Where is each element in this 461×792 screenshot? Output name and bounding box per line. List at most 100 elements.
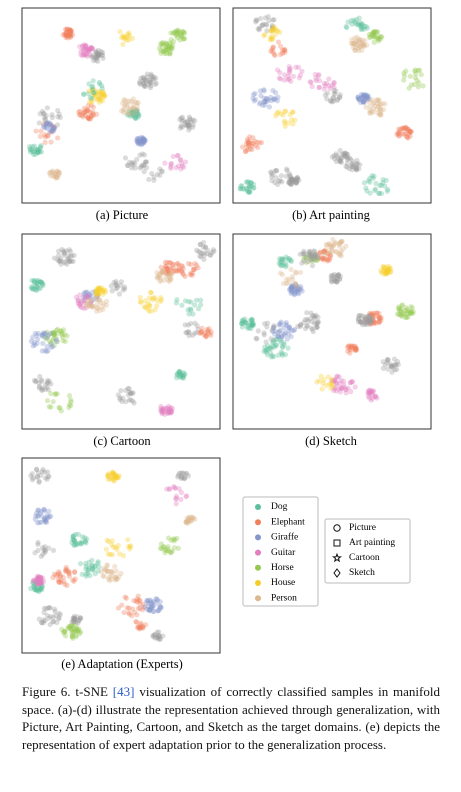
point [353, 161, 360, 167]
point [271, 27, 278, 33]
point [361, 26, 367, 32]
point [169, 44, 175, 50]
point [296, 75, 302, 81]
point [130, 162, 136, 168]
point [49, 112, 55, 118]
point [192, 266, 198, 272]
point [265, 320, 271, 326]
point [376, 318, 382, 325]
point [79, 534, 86, 540]
point [245, 140, 251, 146]
point [60, 338, 66, 344]
point [77, 301, 83, 307]
point [123, 399, 129, 405]
point [128, 165, 135, 171]
point [338, 248, 344, 254]
point [388, 266, 394, 272]
point [368, 397, 374, 403]
point [343, 386, 349, 393]
point [357, 43, 363, 50]
point [274, 28, 281, 34]
point [262, 98, 268, 104]
point [47, 338, 53, 345]
point [51, 173, 57, 179]
point [336, 380, 343, 386]
point [184, 470, 190, 477]
point [184, 519, 190, 526]
point [278, 262, 284, 268]
point [197, 253, 203, 259]
point [184, 330, 190, 336]
point [124, 103, 130, 109]
point [308, 325, 315, 331]
point [412, 75, 419, 81]
point [269, 353, 276, 359]
point [279, 352, 285, 358]
point [38, 577, 44, 583]
point [327, 381, 333, 387]
point [242, 319, 248, 325]
point [337, 158, 343, 164]
point [248, 180, 254, 186]
point [328, 273, 334, 279]
point [62, 633, 69, 639]
point [308, 310, 314, 316]
point [276, 328, 283, 335]
point [115, 605, 122, 611]
point [385, 357, 391, 363]
point [176, 266, 182, 272]
point [91, 86, 97, 92]
point [134, 106, 141, 112]
point [250, 95, 256, 101]
point [45, 348, 51, 354]
point [312, 254, 318, 260]
point [96, 297, 103, 303]
point [363, 93, 370, 100]
point [321, 377, 327, 383]
point [63, 248, 69, 254]
point [37, 279, 43, 285]
point [328, 381, 334, 387]
point [364, 42, 370, 48]
point [237, 186, 244, 192]
point [401, 73, 408, 79]
point [346, 166, 352, 172]
point [130, 105, 136, 111]
point [155, 608, 161, 614]
point [88, 299, 94, 305]
point [156, 271, 162, 277]
point [389, 363, 395, 369]
point [51, 255, 58, 261]
point [69, 258, 75, 264]
point [73, 634, 79, 640]
point [179, 302, 185, 308]
point [242, 148, 249, 154]
point [158, 541, 164, 547]
point [44, 384, 50, 390]
point [45, 474, 51, 480]
point [67, 258, 73, 264]
point [274, 67, 281, 73]
point [41, 110, 47, 116]
point [371, 33, 377, 39]
point [61, 578, 67, 585]
point [28, 285, 34, 291]
point [168, 549, 174, 556]
point [127, 113, 134, 119]
point [177, 125, 184, 131]
point [38, 576, 44, 582]
point [366, 35, 373, 41]
point [140, 135, 146, 141]
point [191, 266, 197, 273]
point [84, 289, 90, 296]
point [82, 298, 88, 304]
point [403, 130, 409, 136]
point [300, 256, 307, 262]
point [90, 112, 97, 119]
point [137, 294, 143, 301]
point [43, 124, 50, 130]
domain-marker [333, 524, 341, 532]
point [162, 408, 168, 414]
point [50, 336, 56, 342]
point [368, 318, 374, 324]
